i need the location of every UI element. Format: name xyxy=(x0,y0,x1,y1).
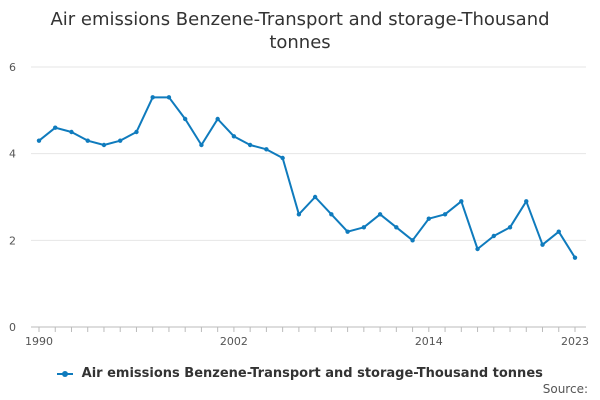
data-point[interactable] xyxy=(410,238,415,243)
x-tick-label: 2023 xyxy=(561,335,589,348)
data-point[interactable] xyxy=(442,212,448,217)
grid-layer: 0 2 4 6 xyxy=(9,61,586,334)
data-point[interactable] xyxy=(377,212,383,217)
legend-label: Air emissions Benzene-Transport and stor… xyxy=(81,366,543,381)
data-point[interactable] xyxy=(69,129,74,135)
data-point[interactable] xyxy=(296,212,302,217)
data-point[interactable] xyxy=(572,255,578,260)
data-point[interactable] xyxy=(215,116,220,122)
data-point[interactable] xyxy=(361,225,367,230)
data-point[interactable] xyxy=(426,216,432,221)
data-point[interactable] xyxy=(134,129,139,135)
source-label: Source: xyxy=(542,382,588,396)
data-point[interactable] xyxy=(491,233,496,239)
x-axis: 1990 2002 2014 2023 xyxy=(25,327,589,348)
data-point[interactable] xyxy=(85,138,90,143)
y-tick-label: 0 xyxy=(9,321,16,334)
y-tick-label: 4 xyxy=(9,148,16,161)
series-layer xyxy=(36,95,578,260)
data-point[interactable] xyxy=(475,246,480,252)
data-point[interactable] xyxy=(118,138,123,143)
data-point[interactable] xyxy=(556,229,561,234)
data-point[interactable] xyxy=(182,116,188,122)
y-tick-label: 6 xyxy=(9,61,16,74)
chart-title: Air emissions Benzene-Transport and stor… xyxy=(0,8,600,54)
chart-title-line-2: tonnes xyxy=(269,32,331,53)
data-point[interactable] xyxy=(524,199,529,204)
data-point[interactable] xyxy=(199,142,204,148)
data-point[interactable] xyxy=(394,225,399,230)
series-line xyxy=(38,96,576,259)
data-point[interactable] xyxy=(280,155,285,161)
x-tick-label: 2002 xyxy=(220,335,248,348)
data-point[interactable] xyxy=(101,142,107,148)
data-point[interactable] xyxy=(264,147,269,152)
data-point[interactable] xyxy=(53,125,58,130)
x-tick-label: 1990 xyxy=(25,335,53,348)
data-point[interactable] xyxy=(459,199,464,204)
data-point[interactable] xyxy=(231,134,237,139)
data-point[interactable] xyxy=(150,95,155,100)
legend[interactable]: Air emissions Benzene-Transport and stor… xyxy=(0,366,600,381)
data-point[interactable] xyxy=(312,194,318,200)
data-point[interactable] xyxy=(540,242,545,247)
y-tick-label: 2 xyxy=(9,234,16,247)
data-point[interactable] xyxy=(247,142,253,148)
data-point[interactable] xyxy=(166,95,172,100)
chart-title-line-1: Air emissions Benzene-Transport and stor… xyxy=(50,9,550,30)
data-point[interactable] xyxy=(329,212,334,217)
data-point[interactable] xyxy=(36,138,42,143)
data-point[interactable] xyxy=(345,229,350,234)
x-tick-label: 2014 xyxy=(415,335,443,348)
data-point[interactable] xyxy=(507,225,513,230)
legend-line-marker-icon xyxy=(57,369,74,379)
